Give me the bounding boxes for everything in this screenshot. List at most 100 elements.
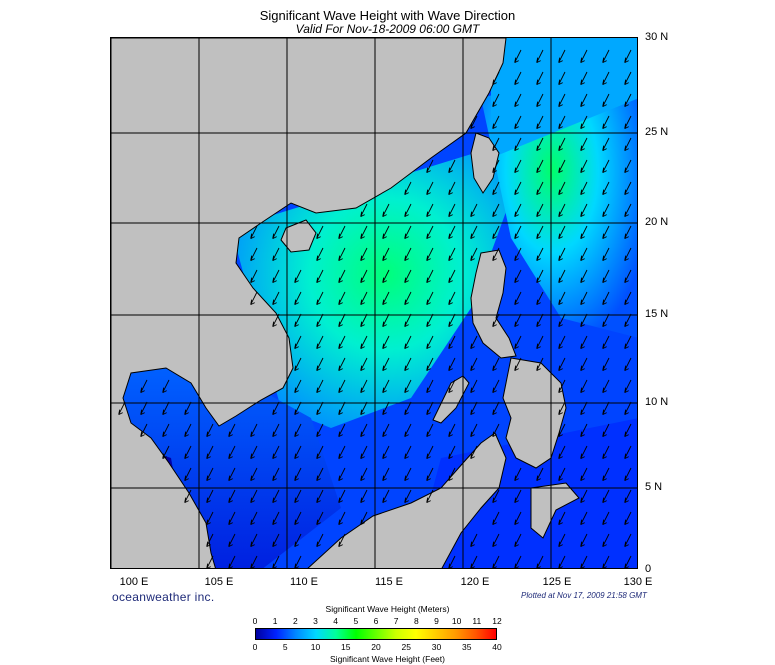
wave-arrow [162,423,170,438]
wave-arrow [294,555,302,568]
wave-arrow [426,203,434,218]
wave-arrow [536,49,544,64]
wave-arrow [404,423,412,438]
wave-arrow [162,445,170,460]
wave-arrow [470,401,478,416]
lat-label-5n: 5 N [645,481,663,493]
wave-arrow [338,225,346,240]
wave-arrow [272,401,280,416]
wave-arrow [272,423,280,438]
wave-arrow [360,445,368,460]
wave-arrow [426,269,434,284]
colorbar [255,628,497,640]
wave-arrow [140,423,148,438]
wave-arrow [338,489,346,504]
wave-arrow [580,423,588,438]
wave-arrow [272,555,280,568]
feet-tick: 35 [462,642,472,652]
lon-label-115e: 115 E [375,576,403,588]
wave-arrow [624,335,632,350]
meters-tick: 2 [292,616,298,626]
wave-arrow [294,313,302,328]
plotted-timestamp: Plotted at Nov 17, 2009 21:58 GMT [521,591,647,600]
wave-arrow [536,115,544,130]
wave-arrow [514,291,522,306]
wave-arrow [118,401,126,416]
wave-arrow [580,93,588,108]
wave-arrow [536,93,544,108]
wave-arrow [250,269,258,284]
wave-arrow [206,467,214,482]
land [111,38,580,568]
wave-arrow [580,357,588,372]
wave-arrow [316,445,324,460]
wave-arrow [470,379,478,394]
wave-arrow [448,159,456,174]
wave-arrow [580,137,588,152]
wave-arrow [316,357,324,372]
wave-arrow [184,445,192,460]
wave-arrow [536,225,544,240]
wave-arrow [558,313,566,328]
lon-label-105e: 105 E [204,576,234,588]
wave-arrow [272,291,280,306]
wave-arrow [338,269,346,284]
wave-arrow [272,269,280,284]
wave-arrow [338,247,346,262]
wave-arrow [316,401,324,416]
wave-arrow [338,313,346,328]
wave-arrow [228,445,236,460]
wave-arrow [492,181,500,196]
wave-arrow [558,467,566,482]
brand-logo: oceanweather inc. [112,590,215,604]
wave-arrow [558,181,566,196]
wave-arrow [536,313,544,328]
wave-arrow [624,115,632,130]
wave-arrow [382,269,390,284]
wave-arrow [536,181,544,196]
wave-arrow [624,313,632,328]
wave-arrow [250,247,258,262]
wave-arrow [382,445,390,460]
map-title: Significant Wave Height with Wave Direct… [259,8,516,23]
wave-arrow [360,423,368,438]
wave-arrow [382,313,390,328]
feet-tick: 15 [341,642,351,652]
wave-arrow [624,489,632,504]
wave-arrow [624,71,632,86]
wave-arrow [602,159,610,174]
celebes-sea-field [411,418,637,568]
wave-arrow [448,555,456,568]
wave-arrow [382,335,390,350]
wave-arrow [580,555,588,568]
wave-arrow [580,247,588,262]
wave-arrow [404,401,412,416]
wave-arrow [140,379,148,394]
wave-arrow [426,159,434,174]
wave-arrow [470,225,478,240]
wave-arrow [558,335,566,350]
wave-arrow [338,357,346,372]
wave-arrow [514,225,522,240]
wave-arrow [426,247,434,262]
wave-arrow [228,533,236,548]
wave-arrow [492,313,500,328]
wave-arrow [382,423,390,438]
meters-tick: 4 [333,616,339,626]
wave-arrow [602,401,610,416]
wave-arrow [228,511,236,526]
wave-arrow [536,247,544,262]
wave-arrow [250,445,258,460]
wave-arrow [514,203,522,218]
map-subtitle: Valid For Nov-18-2009 06:00 GMT [295,22,480,36]
wave-arrow [492,533,500,548]
wave-arrow [514,93,522,108]
wave-arrow [382,203,390,218]
wave-arrow [448,379,456,394]
wave-arrow [624,533,632,548]
wave-arrow [272,511,280,526]
wave-arrow [382,379,390,394]
wave-arrow [624,181,632,196]
wave-arrow [338,291,346,306]
wave-arrow [426,379,434,394]
